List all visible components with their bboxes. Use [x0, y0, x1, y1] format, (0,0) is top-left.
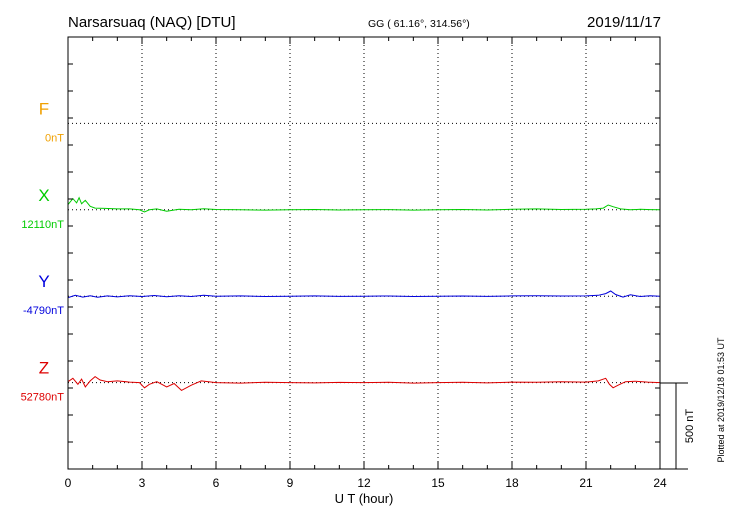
- series-baseline-y: -4790nT: [23, 305, 64, 317]
- series-line-x: [67, 196, 661, 213]
- series-baseline-f: 0nT: [45, 132, 64, 144]
- scale-bar-label: 500 nT: [684, 409, 696, 444]
- axis-ticks: 0 3 6 9 12 15 18 21 24: [65, 36, 667, 490]
- geographic-coordinates: GG ( 61.16°, 314.56°): [368, 18, 470, 30]
- x-tick-label-1: 3: [139, 476, 146, 490]
- series-layer: [67, 196, 661, 392]
- series-name-z: Z: [39, 359, 49, 378]
- series-line-z: [67, 375, 661, 392]
- x-axis-label: U T (hour): [335, 491, 394, 506]
- date-label: 2019/11/17: [587, 14, 661, 31]
- series-labels: F 0nT X 12110nT Y -4790nT Z 52780nT: [21, 99, 65, 403]
- scale-bar: 500 nT: [660, 382, 696, 470]
- x-tick-label-3: 9: [287, 476, 294, 490]
- x-tick-label-8: 24: [653, 476, 667, 490]
- x-tick-label-6: 18: [505, 476, 519, 490]
- series-name-x: X: [38, 186, 49, 205]
- x-tick-label-5: 15: [431, 476, 445, 490]
- series-baseline-x: 12110nT: [21, 219, 64, 231]
- series-name-f: F: [39, 99, 49, 118]
- x-tick-label-4: 12: [357, 476, 371, 490]
- grid-lines: [68, 37, 660, 469]
- series-name-y: Y: [38, 272, 49, 291]
- x-tick-label-2: 6: [213, 476, 220, 490]
- x-tick-label-0: 0: [65, 476, 72, 490]
- plotted-at-note: Plotted at 2019/12/18 01:53 UT: [716, 337, 726, 463]
- station-title: Narsarsuaq (NAQ) [DTU]: [68, 14, 236, 31]
- series-baseline-z: 52780nT: [21, 392, 65, 404]
- series-line-y: [67, 290, 661, 299]
- x-tick-label-7: 21: [579, 476, 593, 490]
